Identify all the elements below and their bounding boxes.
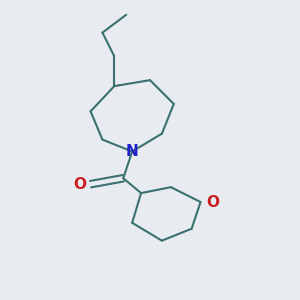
Text: O: O (206, 194, 219, 209)
Text: O: O (73, 177, 86, 192)
Text: N: N (126, 144, 139, 159)
